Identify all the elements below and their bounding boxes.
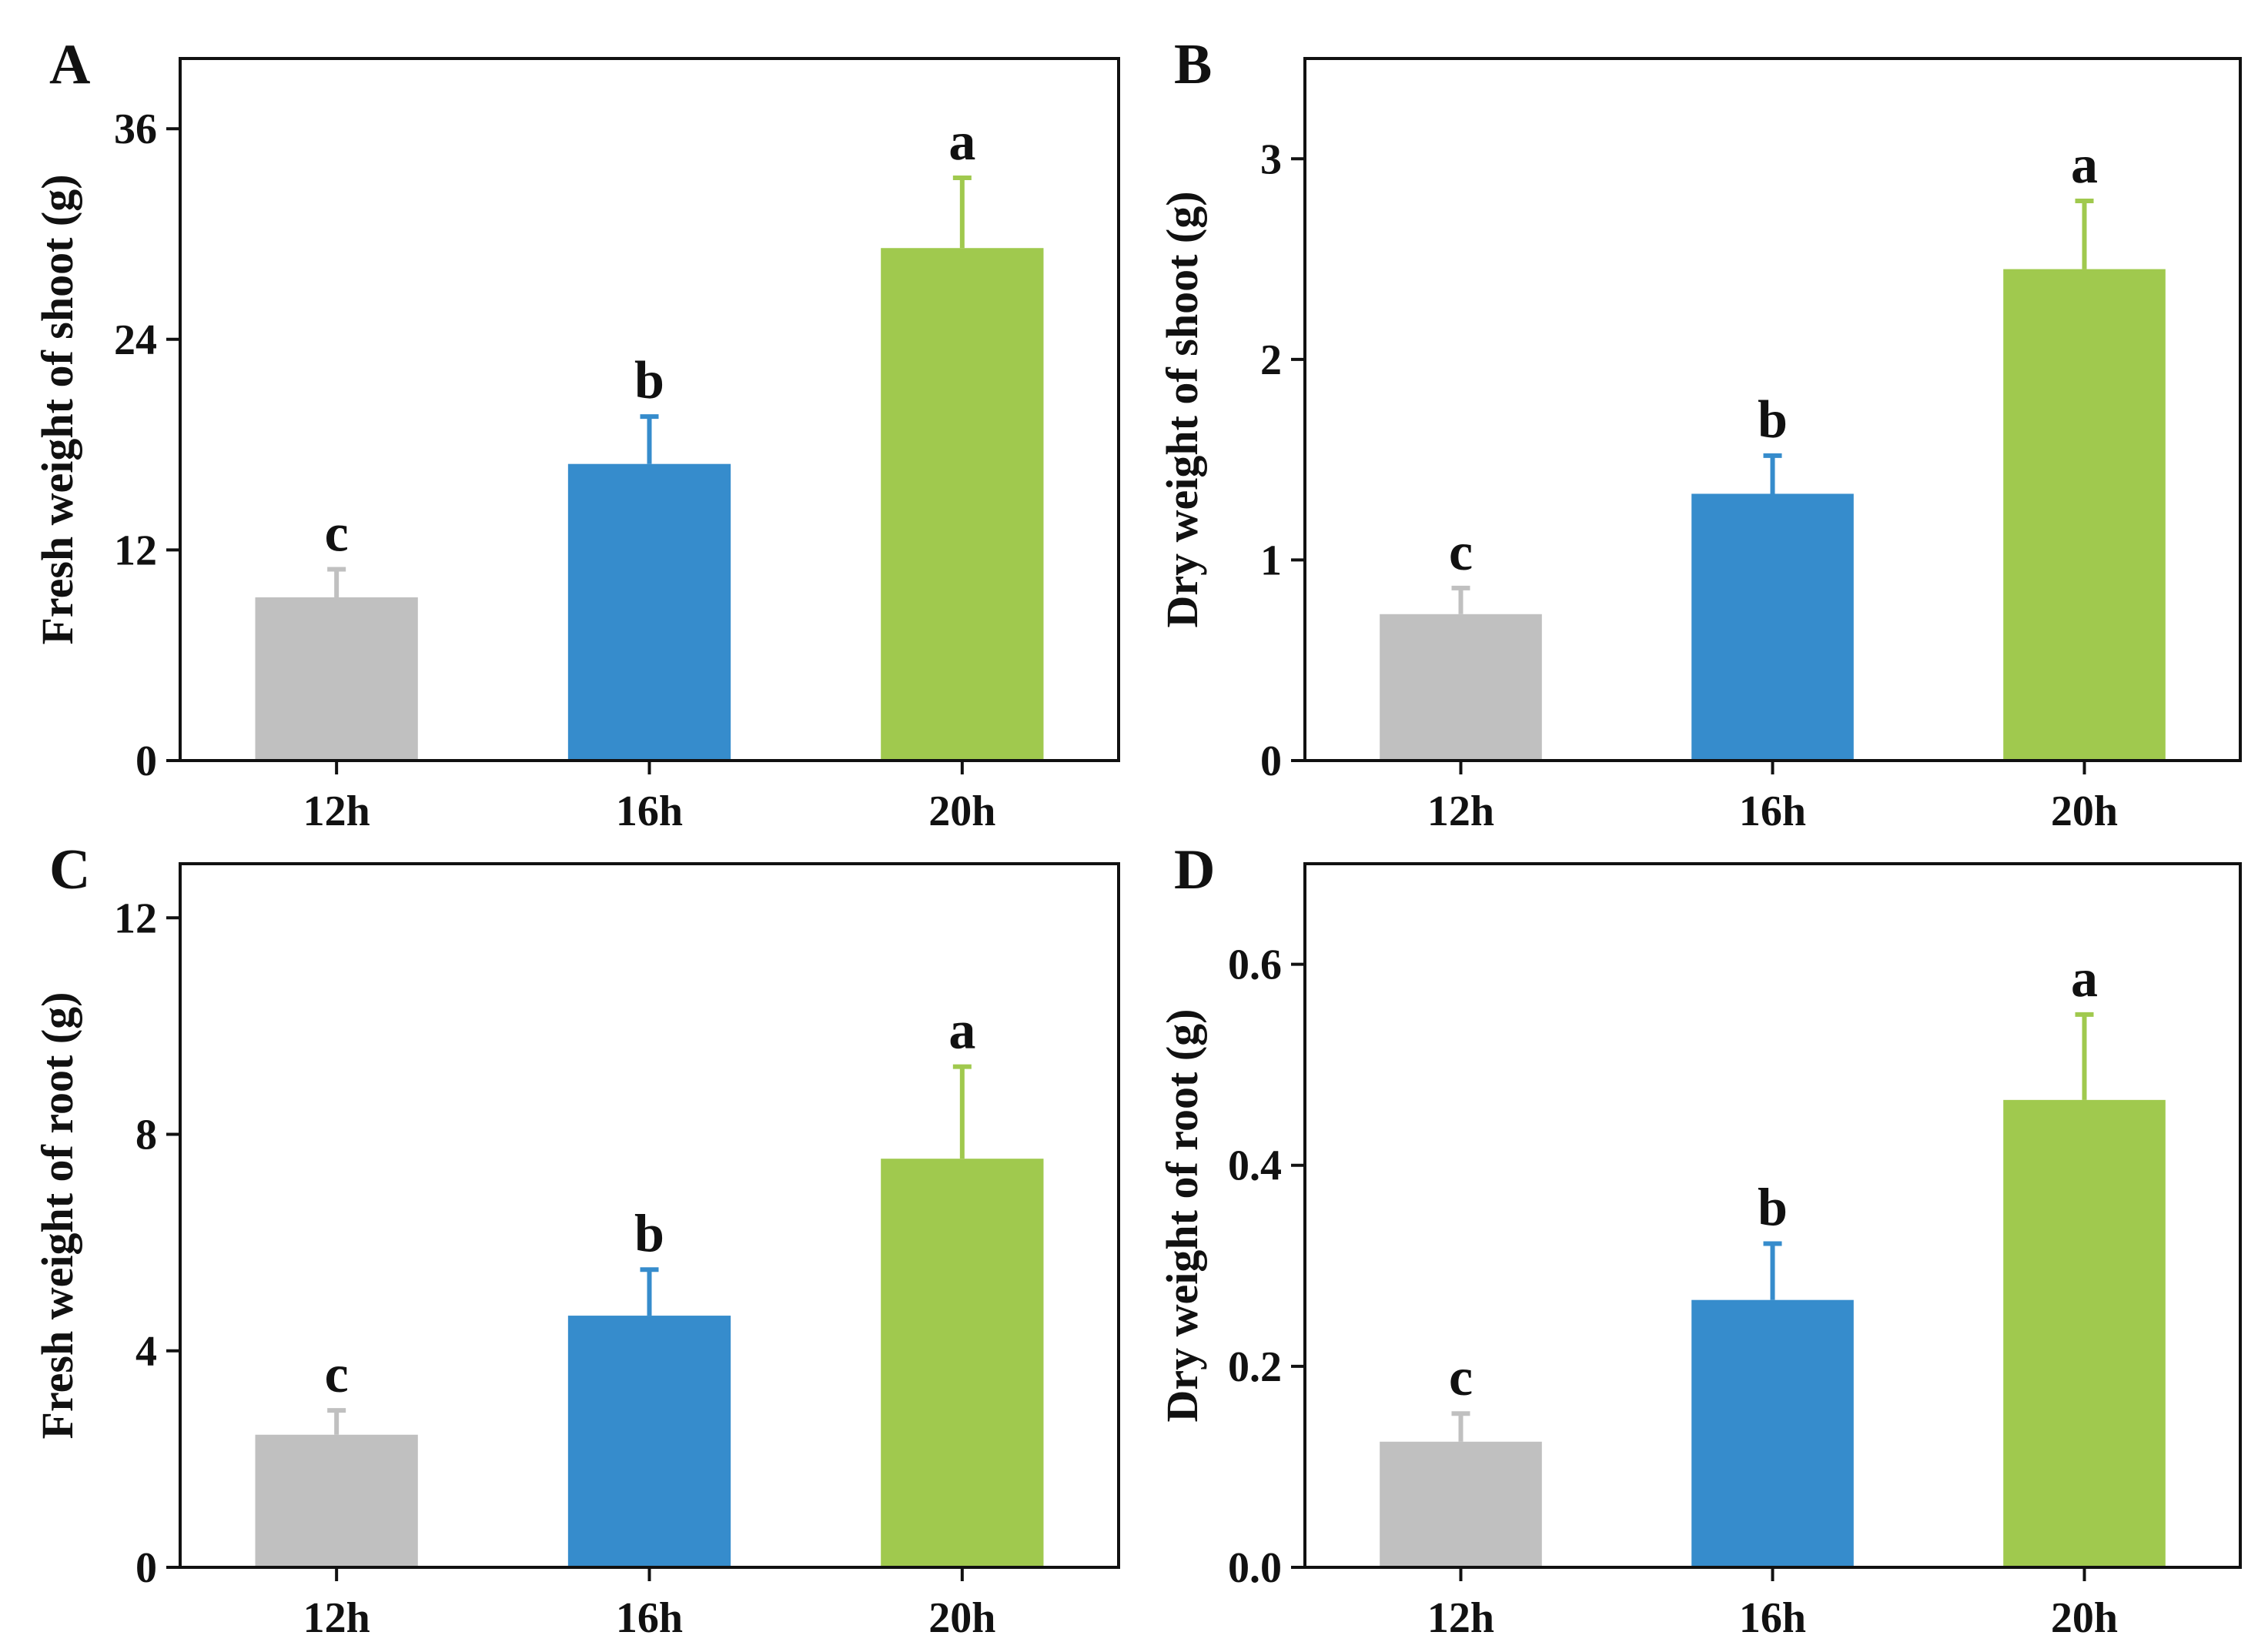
panel-c-significance-12h: c (325, 1345, 349, 1404)
panel-b-bar-12h (1380, 614, 1542, 761)
panel-b-ytick-label-2: 2 (1260, 336, 1282, 384)
panel-b-ytick-label-1: 1 (1260, 537, 1282, 584)
panel-a-letter: A (49, 33, 90, 96)
panel-c-bar-20h (881, 1159, 1044, 1567)
panel-c-ytick-label-2: 8 (135, 1112, 157, 1159)
panel-c-xtick-label-12h: 12h (303, 1594, 370, 1642)
panel-b-letter: B (1174, 33, 1212, 96)
panel-c-xtick-label-20h: 20h (928, 1594, 995, 1642)
panel-d-xtick-label-20h: 20h (2051, 1594, 2118, 1642)
panel-c-ytick-label-0: 0 (135, 1544, 157, 1592)
panel-a-xtick-label-20h: 20h (928, 788, 995, 835)
panel-a-plot-frame (179, 57, 1120, 762)
panel-a-bar-16h (567, 463, 731, 761)
panel-a-significance-16h: b (634, 351, 664, 410)
panel-c-ytick-label-1: 4 (135, 1328, 157, 1376)
panel-b-significance-12h: c (1449, 523, 1473, 582)
panel-a-significance-20h: a (948, 112, 975, 172)
panel-d-bar-20h (2003, 1099, 2166, 1567)
panel-b-xtick-label-12h: 12h (1427, 788, 1494, 835)
panel-d-ytick-label-0: 0.0 (1228, 1544, 1282, 1592)
panel-a-bar-12h (255, 597, 418, 761)
panel-c-xtick-label-16h: 16h (616, 1594, 683, 1642)
panel-b-ytick-label-0: 0 (1260, 737, 1282, 785)
panel-b-significance-20h: a (2071, 135, 2098, 195)
panel-b-ytick-label-3: 3 (1260, 135, 1282, 183)
panel-d-significance-16h: b (1758, 1179, 1788, 1238)
panel-a-ytick-label-1: 12 (114, 527, 157, 574)
panel-d-letter: D (1174, 838, 1215, 901)
panel-a-y-axis-title: Fresh weight of shoot (g) (32, 174, 82, 644)
panel-d-xtick-label-16h: 16h (1739, 1594, 1806, 1642)
panel-d-significance-12h: c (1449, 1348, 1473, 1407)
panel-d-ytick-label-1: 0.2 (1228, 1343, 1282, 1391)
panel-a-bar-20h (881, 248, 1044, 761)
panel-c-significance-16h: b (634, 1204, 664, 1263)
panel-b-plot-frame (1303, 57, 2242, 762)
panel-b-bar-20h (2003, 269, 2166, 761)
panel-c-significance-20h: a (948, 1002, 975, 1061)
panel-c-bar-12h (255, 1434, 418, 1567)
panel-d-bar-16h (1691, 1299, 1854, 1567)
panel-b-xtick-label-16h: 16h (1739, 788, 1806, 835)
panel-d-plot-frame (1303, 862, 2242, 1569)
panel-a-xtick-label-12h: 12h (303, 788, 370, 835)
panel-a-ytick-label-3: 36 (114, 105, 157, 153)
panel-d-y-axis-title: Dry weight of root (g) (1157, 1009, 1207, 1423)
panel-a-ytick-label-2: 24 (114, 316, 157, 364)
panel-d-xtick-label-12h: 12h (1427, 1594, 1494, 1642)
panel-a-significance-12h: c (325, 503, 349, 563)
panel-c-bar-16h (567, 1316, 731, 1567)
panel-d-ytick-label-2: 0.4 (1228, 1142, 1282, 1190)
panel-b-bar-16h (1691, 493, 1854, 761)
panel-d-bar-12h (1380, 1441, 1542, 1567)
panel-c-y-axis-title: Fresh weight of root (g) (32, 992, 82, 1440)
panel-d-significance-20h: a (2071, 949, 2098, 1008)
panel-d-ytick-label-3: 0.6 (1228, 941, 1282, 989)
panel-c-letter: C (49, 838, 90, 901)
panel-b-y-axis-title: Dry weight of shoot (g) (1157, 191, 1207, 627)
panel-b-xtick-label-20h: 20h (2051, 788, 2118, 835)
panel-c-ytick-label-3: 12 (114, 895, 157, 942)
panel-c-plot-frame (179, 862, 1120, 1569)
panel-a-ytick-label-0: 0 (135, 737, 157, 785)
panel-a-xtick-label-16h: 16h (616, 788, 683, 835)
panel-b-significance-16h: b (1758, 390, 1788, 450)
